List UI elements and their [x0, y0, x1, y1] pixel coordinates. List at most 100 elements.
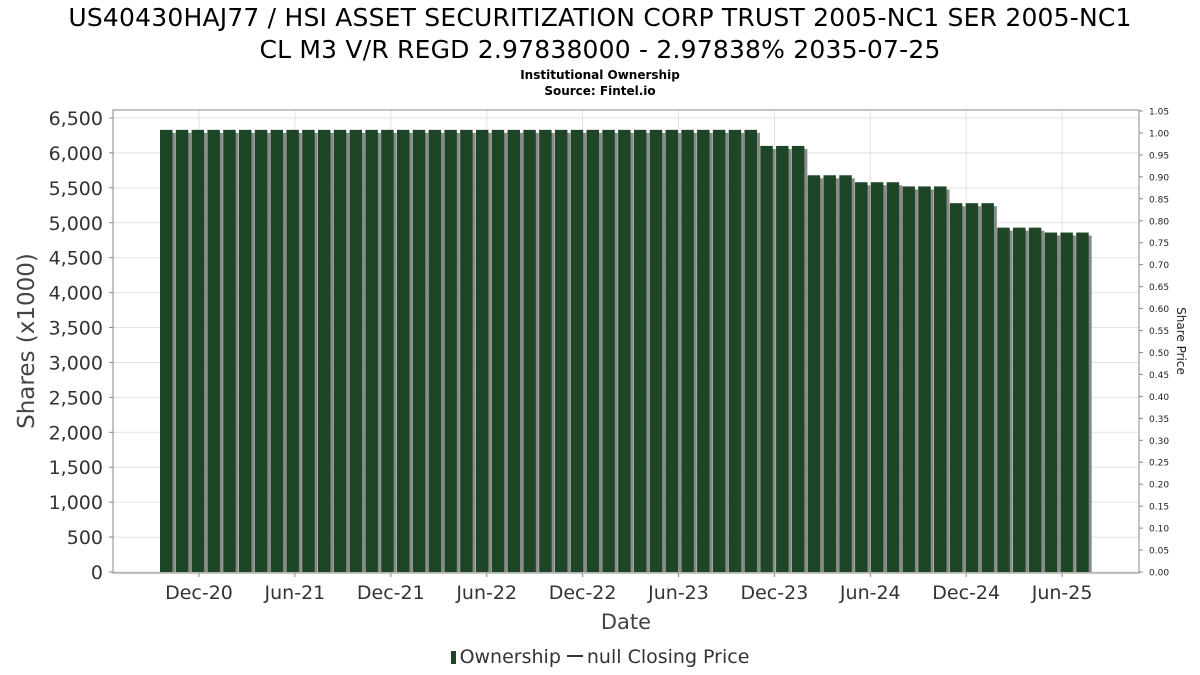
ownership-bar — [997, 227, 1010, 572]
ownership-bar — [475, 129, 489, 573]
ownership-bar — [286, 129, 299, 573]
ownership-bar — [302, 129, 315, 573]
ownership-bar — [160, 129, 173, 573]
ownership-bar — [633, 129, 647, 573]
ownership-bar — [744, 129, 757, 573]
ownership-bar — [855, 182, 868, 572]
y-tick-label: 5,000 — [49, 213, 103, 235]
y2-tick-label: 0.15 — [1149, 503, 1169, 513]
y-tick-label: 6,000 — [49, 143, 103, 165]
ownership-bar — [381, 129, 394, 573]
ownership-bar — [602, 129, 615, 573]
x-tick-label: Dec-20 — [165, 582, 233, 604]
price-line-swatch-icon — [566, 655, 583, 657]
y2-tick-label: 0.00 — [1149, 569, 1169, 579]
ownership-bar — [428, 129, 442, 573]
legend: Ownership null Closing Price — [0, 646, 1200, 668]
y-tick-label: 1,500 — [49, 457, 103, 479]
ownership-bar — [823, 175, 836, 572]
y2-tick-label: 0.45 — [1149, 371, 1169, 381]
y-tick-label: 3,500 — [49, 318, 103, 340]
y2-tick-label: 0.65 — [1149, 283, 1169, 293]
y2-tick-label: 0.75 — [1149, 239, 1169, 249]
y-tick-label: 1,000 — [49, 492, 103, 514]
y2-tick-label: 0.70 — [1149, 261, 1169, 271]
ownership-bar — [649, 129, 663, 573]
ownership-bar — [523, 129, 536, 573]
y2-tick-label: 0.50 — [1149, 349, 1169, 359]
ownership-bar — [870, 182, 884, 572]
ownership-bar — [886, 182, 900, 572]
y-tick-label: 4,500 — [49, 248, 103, 270]
ownership-bar — [317, 129, 331, 573]
y2-tick-label: 0.40 — [1149, 393, 1169, 403]
ownership-bar — [1013, 227, 1026, 572]
chart-source: Source: Fintel.io — [544, 84, 656, 98]
y2-tick-label: 1.05 — [1149, 108, 1169, 118]
ownership-bar — [1076, 232, 1089, 572]
ownership-bar — [507, 129, 521, 573]
y2-tick-label: 0.95 — [1149, 151, 1169, 161]
ownership-bar — [333, 129, 347, 573]
ownership-bar — [949, 203, 963, 572]
y-tick-label: 6,500 — [49, 108, 103, 130]
x-tick-label: Jun-23 — [647, 582, 709, 604]
ownership-bar — [760, 145, 773, 572]
ownership-swatch-icon — [450, 651, 456, 664]
y2-tick-label: 0.55 — [1149, 327, 1169, 337]
x-tick-label: Jun-24 — [839, 582, 901, 604]
ownership-bar — [791, 145, 805, 572]
y2-tick-label: 0.90 — [1149, 173, 1169, 183]
ownership-bar — [902, 186, 915, 572]
ownership-bar — [934, 186, 947, 572]
ownership-bar — [175, 129, 189, 573]
y-tick-label: 500 — [67, 527, 103, 549]
ownership-bar — [776, 145, 789, 572]
legend-ownership-label: Ownership — [459, 646, 561, 668]
y2-tick-label: 0.30 — [1149, 437, 1169, 447]
y-tick-label: 2,500 — [49, 387, 103, 409]
y2-axis-label: Share Price — [1174, 307, 1188, 375]
y-tick-label: 4,000 — [49, 283, 103, 305]
y2-tick-label: 1.00 — [1149, 129, 1169, 139]
x-tick-label: Jun-25 — [1031, 582, 1093, 604]
ownership-bar — [681, 129, 694, 573]
ownership-bar — [807, 175, 821, 572]
x-tick-label: Dec-22 — [549, 582, 617, 604]
ownership-bar — [444, 129, 457, 573]
ownership-bar — [965, 203, 979, 572]
y-axis-label: Shares (x1000) — [14, 253, 40, 429]
chart-subtitle: Institutional Ownership — [520, 68, 680, 82]
x-tick-label: Jun-21 — [264, 582, 326, 604]
ownership-bar — [586, 129, 599, 573]
x-axis-ticks: Dec-20 Jun-21 Dec-21 Jun-22 Dec-22 Jun-23 Dec-… — [165, 573, 1092, 604]
y2-tick-label: 0.60 — [1149, 305, 1169, 315]
ownership-bar — [712, 129, 726, 573]
ownership-bar — [191, 129, 205, 573]
ownership-bar — [349, 129, 363, 573]
y2-tick-label: 0.80 — [1149, 217, 1169, 227]
chart-title-line-2: CL M3 V/R REGD 2.97838000 - 2.97838% 203… — [259, 35, 941, 64]
ownership-bar — [238, 129, 252, 573]
ownership-bar — [412, 129, 426, 573]
ownership-bar — [728, 129, 742, 573]
ownership-bar — [1060, 232, 1073, 572]
ownership-bar — [460, 129, 473, 573]
ownership-bar — [223, 129, 236, 573]
bars — [160, 129, 1092, 573]
ownership-bar — [570, 129, 584, 573]
ownership-bar — [665, 129, 678, 573]
y2-axis-ticks: 0.00 0.05 0.10 0.15 0.20 0.25 0.30 0.35 0.40 0.45… — [1139, 108, 1169, 579]
y-axis-ticks: 0 500 1,000 1,500 2,000 2,500 3,000 3,500 4,000 4… — [49, 108, 113, 584]
chart-title-line-1: US40430HAJ77 / HSI ASSET SECURITIZATION … — [68, 3, 1132, 32]
x-tick-label: Jun-22 — [455, 582, 517, 604]
ownership-bar — [839, 175, 852, 572]
y2-tick-label: 0.25 — [1149, 459, 1169, 469]
ownership-bar — [981, 203, 994, 572]
ownership-bar — [697, 129, 710, 573]
ownership-bar — [491, 129, 505, 573]
ownership-bar — [270, 129, 284, 573]
legend-price-label: null Closing Price — [586, 646, 750, 668]
x-tick-label: Dec-21 — [357, 582, 425, 604]
